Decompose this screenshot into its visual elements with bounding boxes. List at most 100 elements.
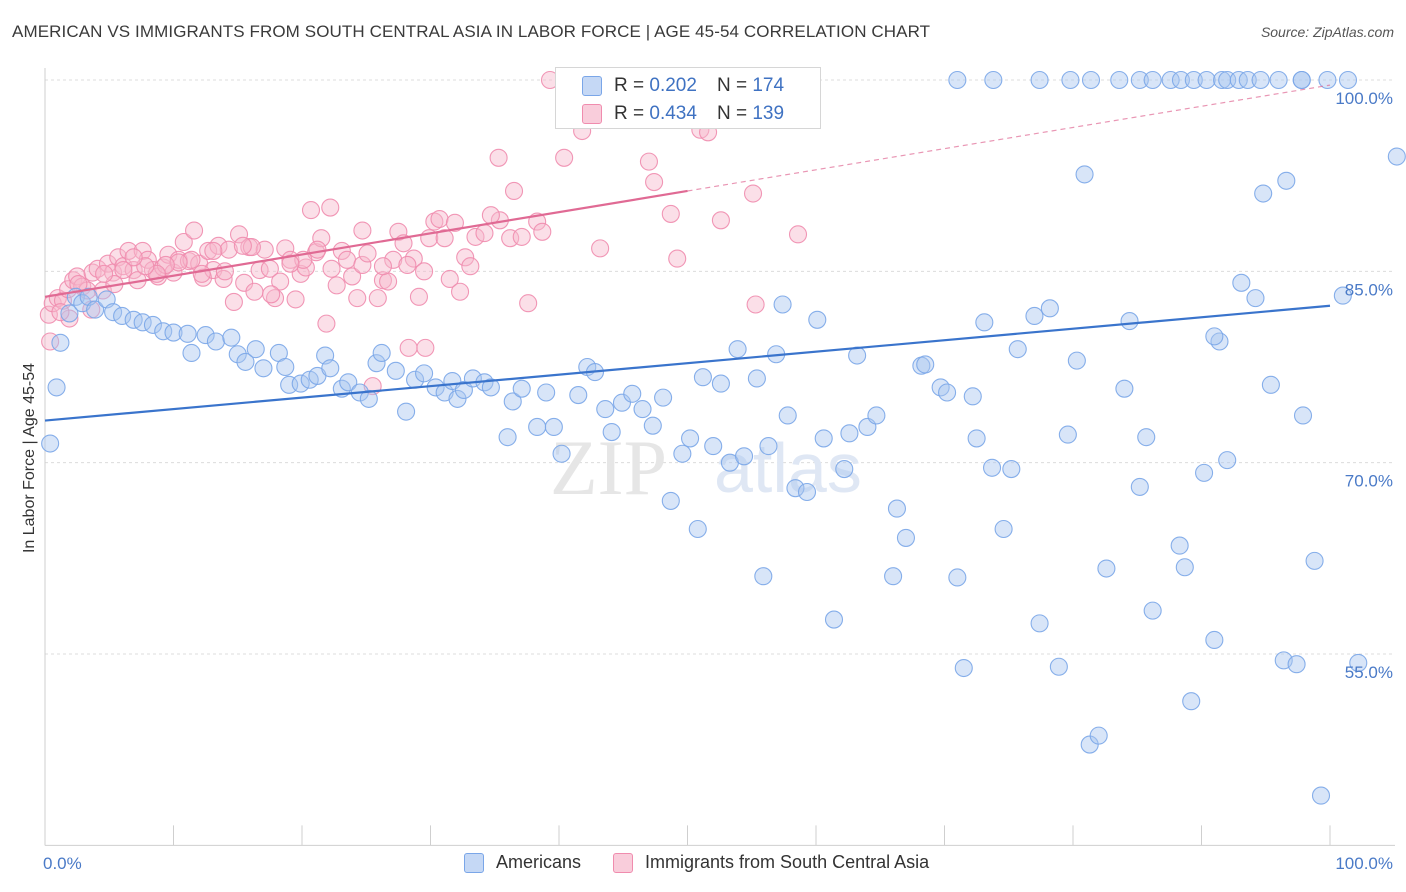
immigrant-point bbox=[133, 241, 152, 260]
immigrant-point bbox=[746, 295, 765, 314]
american-point bbox=[222, 328, 241, 347]
american-point bbox=[1293, 406, 1313, 425]
immigrant-point bbox=[475, 224, 494, 243]
american-point bbox=[661, 491, 680, 510]
american-point bbox=[1097, 559, 1116, 578]
american-point bbox=[143, 315, 162, 334]
american-point bbox=[236, 352, 255, 371]
american-point bbox=[41, 434, 60, 453]
american-point bbox=[448, 389, 467, 408]
american-point bbox=[1261, 375, 1280, 394]
legend-n-label: N = bbox=[716, 103, 748, 124]
immigrant-point bbox=[415, 262, 434, 281]
immigrant-point bbox=[286, 290, 305, 309]
american-point bbox=[1175, 558, 1194, 577]
american-point bbox=[51, 333, 70, 352]
american-point bbox=[397, 402, 416, 421]
american-point bbox=[1254, 184, 1273, 203]
immigrant-point bbox=[591, 239, 610, 258]
american-point bbox=[797, 482, 817, 502]
watermark-atlas: atlas bbox=[714, 429, 862, 507]
american-point bbox=[113, 306, 132, 326]
american-point bbox=[982, 458, 1002, 477]
immigrants-trend-extension bbox=[687, 84, 1331, 192]
legend-item-immigrants: Immigrants from South Central Asia bbox=[613, 852, 929, 873]
american-point bbox=[1305, 551, 1324, 570]
immigrant-point bbox=[512, 227, 531, 246]
immigrant-point bbox=[379, 272, 398, 291]
american-point bbox=[1387, 147, 1406, 166]
american-point bbox=[552, 444, 571, 463]
immigrant-point bbox=[51, 303, 70, 322]
american-point bbox=[728, 340, 747, 359]
american-point bbox=[916, 355, 935, 374]
american-point bbox=[1061, 70, 1080, 90]
american-point bbox=[884, 567, 903, 586]
x-tick-label-max: 100.0% bbox=[1335, 854, 1393, 873]
immigrant-point bbox=[321, 198, 340, 217]
american-point bbox=[182, 343, 201, 363]
american-point bbox=[1130, 70, 1149, 90]
american-point bbox=[1171, 70, 1190, 90]
american-point bbox=[1251, 70, 1270, 90]
american-point bbox=[1130, 477, 1149, 496]
american-point bbox=[1218, 451, 1237, 470]
american-point bbox=[1110, 70, 1129, 90]
immigrant-point bbox=[399, 338, 418, 357]
american-point bbox=[984, 70, 1003, 90]
american-point bbox=[206, 332, 225, 351]
american-point bbox=[544, 417, 563, 437]
american-point bbox=[1049, 657, 1068, 676]
immigrant-point bbox=[68, 267, 87, 286]
legend-label-americans: Americans bbox=[496, 852, 582, 872]
american-point bbox=[967, 429, 986, 448]
immigrant-point bbox=[404, 249, 423, 268]
american-point bbox=[164, 323, 183, 342]
american-point bbox=[814, 429, 833, 448]
american-point bbox=[246, 340, 265, 359]
immigrant-point bbox=[124, 261, 143, 280]
legend-n-label: N = bbox=[716, 75, 748, 96]
american-point bbox=[1170, 536, 1189, 555]
immigrant-point bbox=[743, 184, 763, 203]
immigrant-point bbox=[204, 241, 223, 260]
immigrant-point bbox=[209, 236, 228, 255]
american-point bbox=[1058, 425, 1077, 444]
american-point bbox=[537, 383, 556, 402]
american-point bbox=[602, 423, 621, 442]
american-point bbox=[786, 479, 805, 498]
y-tick-label: 55.0% bbox=[1345, 663, 1393, 682]
american-point bbox=[867, 406, 886, 425]
american-point bbox=[1025, 306, 1044, 326]
immigrant-point bbox=[327, 276, 346, 295]
american-point bbox=[1137, 428, 1156, 447]
legend-item-americans: Americans bbox=[464, 852, 581, 873]
american-point bbox=[1333, 286, 1352, 305]
legend-r-value: 0.202 bbox=[649, 75, 697, 96]
immigrant-point bbox=[466, 227, 485, 246]
american-point bbox=[1210, 332, 1229, 351]
immigrant-point bbox=[343, 267, 362, 286]
immigrant-point bbox=[456, 248, 475, 267]
immigrant-point bbox=[60, 309, 79, 328]
american-point bbox=[1338, 70, 1358, 90]
immigrant-point bbox=[445, 213, 464, 232]
immigrant-point bbox=[199, 241, 218, 260]
american-point bbox=[747, 369, 766, 388]
immigrant-point bbox=[262, 285, 281, 304]
watermark-zip: ZIP bbox=[550, 424, 667, 511]
immigrant-point bbox=[661, 204, 680, 223]
immigrant-point bbox=[95, 264, 114, 283]
american-point bbox=[954, 658, 973, 678]
legend-label-immigrants: Immigrants from South Central Asia bbox=[645, 852, 930, 872]
american-point bbox=[1115, 379, 1134, 398]
immigrant-point bbox=[788, 225, 808, 244]
american-point bbox=[359, 389, 378, 408]
tick-labels: 100.0% 85.0% 70.0% 55.0% 0.0% 100.0% bbox=[43, 89, 1393, 873]
american-point bbox=[367, 354, 386, 373]
american-point bbox=[512, 379, 531, 398]
legend-swatch-americans bbox=[464, 852, 484, 873]
immigrant-point bbox=[489, 148, 508, 167]
immigrant-point bbox=[312, 229, 331, 248]
